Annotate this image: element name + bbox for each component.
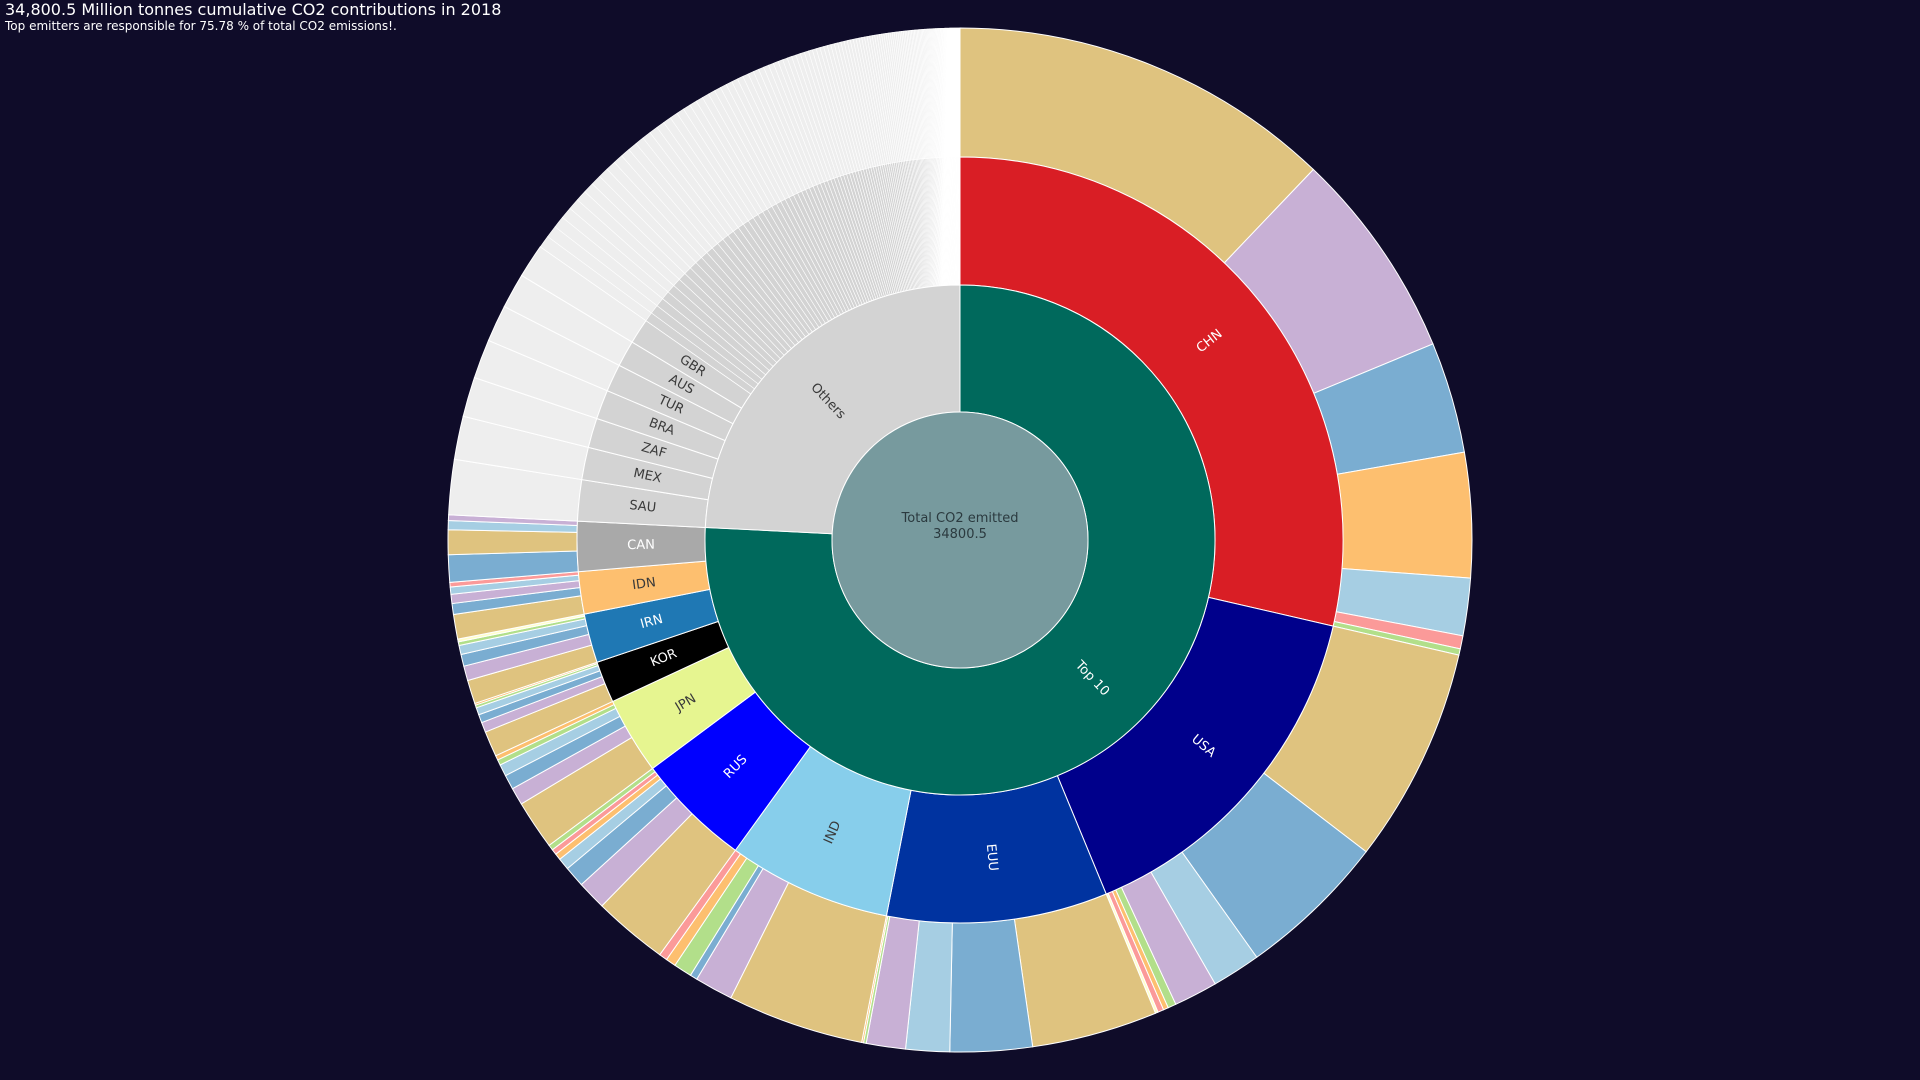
root-segment[interactable]	[831, 411, 1089, 669]
country-label-can: CAN	[627, 538, 655, 553]
country-label-irn: IRN	[639, 612, 665, 632]
country-label-mex: MEX	[632, 466, 663, 486]
chart-subtitle: Top emitters are responsible for 75.78 %…	[5, 19, 397, 34]
chart-title: 34,800.5 Million tonnes cumulative CO2 c…	[5, 0, 502, 19]
country-label-zaf: ZAF	[639, 440, 667, 461]
country-label-euu: EUU	[983, 843, 1001, 872]
chart-header: 34,800.5 Million tonnes cumulative CO2 c…	[5, 0, 501, 34]
sector-segment-can-1[interactable]	[447, 529, 578, 556]
group-ring	[704, 284, 1216, 796]
sector-segment-chn-3[interactable]	[1336, 451, 1473, 579]
root-label: Total CO2 emitted	[901, 511, 1019, 526]
country-ring	[576, 156, 1344, 924]
country-label-sau: SAU	[629, 498, 657, 516]
country-label-idn: IDN	[631, 575, 656, 593]
root-value-label: 34800.5	[933, 527, 987, 542]
